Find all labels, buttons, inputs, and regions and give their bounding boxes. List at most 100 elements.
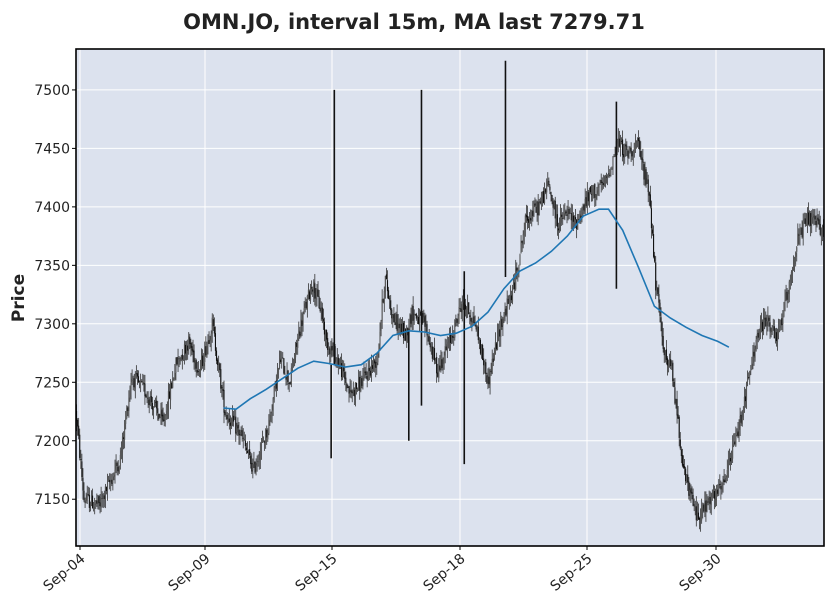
candle-body — [461, 304, 463, 312]
candle-body — [686, 474, 688, 483]
candle-body — [346, 383, 348, 389]
candle-body — [620, 140, 623, 142]
candle-body — [390, 300, 392, 311]
candle-body — [210, 333, 212, 342]
candle-body — [618, 138, 620, 147]
candle-body — [253, 461, 255, 465]
candle-body — [534, 203, 536, 206]
candle-body — [569, 212, 571, 214]
candle-body — [796, 247, 798, 252]
candle-body — [609, 174, 611, 176]
candle-body — [118, 466, 120, 473]
candle-body — [599, 179, 601, 184]
candle-body — [384, 275, 386, 293]
candle-body — [274, 381, 276, 389]
candle-body — [708, 498, 710, 502]
candle-body — [300, 319, 302, 335]
candle-body — [231, 414, 234, 418]
candle-body — [813, 215, 815, 216]
candle-body — [772, 325, 774, 327]
candle-body — [678, 416, 680, 438]
candle-body — [397, 322, 399, 331]
candle-body — [431, 346, 433, 359]
candle-body — [320, 308, 322, 311]
candle-body — [654, 255, 656, 262]
candle-body — [807, 212, 810, 225]
candle-body — [671, 364, 673, 366]
candle-body — [520, 240, 522, 254]
candle-body — [692, 494, 694, 506]
candle-body — [742, 409, 744, 418]
grid-lines — [76, 49, 824, 546]
candle-body — [181, 354, 183, 360]
candle-body — [612, 157, 614, 170]
candle-body — [89, 505, 91, 508]
candle-body — [562, 217, 564, 219]
candle-body — [229, 422, 231, 426]
candle-body — [315, 298, 317, 300]
candle-body — [455, 318, 457, 320]
candle-body — [86, 494, 88, 501]
candle-body — [550, 191, 552, 196]
candle-body — [179, 360, 181, 362]
candle-body — [734, 441, 736, 445]
candle-body — [445, 346, 447, 351]
candle-body — [660, 317, 662, 323]
candle-body — [345, 377, 347, 383]
candle-body — [735, 434, 737, 446]
candle-body — [672, 362, 674, 382]
candle-body — [242, 437, 244, 439]
candle-body — [641, 157, 643, 160]
candle-body — [373, 359, 375, 368]
candle-body — [690, 488, 692, 493]
candle-body — [214, 333, 216, 351]
candle-body — [575, 217, 577, 220]
candle-body — [459, 308, 461, 310]
candle-body — [480, 346, 483, 355]
candle-body — [663, 347, 665, 356]
candle-body — [311, 287, 313, 289]
candle-body — [797, 233, 799, 246]
candle-body — [503, 315, 505, 319]
candle-body — [365, 371, 367, 375]
candle-body — [747, 377, 749, 382]
candle-body — [225, 415, 227, 417]
candle-body — [603, 182, 605, 185]
candle-body — [610, 170, 612, 176]
candle-body — [280, 359, 282, 362]
candle-body — [518, 266, 520, 271]
candle-body — [223, 389, 225, 413]
candle-body — [330, 346, 332, 356]
candle-body — [369, 370, 371, 376]
candle-body — [731, 456, 733, 461]
candle-body — [711, 493, 713, 498]
candle-body — [159, 417, 161, 419]
candle-body — [430, 346, 432, 349]
candle-body — [700, 518, 702, 522]
candle-body — [127, 407, 129, 411]
candle-body — [201, 356, 203, 368]
candle-body — [295, 344, 297, 358]
candle-body — [639, 140, 641, 150]
candle-body — [687, 474, 689, 483]
candle-body — [616, 143, 618, 151]
candle-body — [464, 304, 467, 310]
candle-body — [218, 362, 220, 364]
candle-body — [267, 433, 269, 440]
candle-body — [656, 288, 658, 292]
candle-body — [677, 414, 679, 419]
candle-body — [549, 186, 551, 191]
candle-body — [255, 465, 257, 472]
candle-body — [763, 317, 765, 330]
candle-body — [614, 155, 616, 157]
candle-body — [239, 434, 241, 436]
candle-body — [490, 370, 492, 373]
candle-body — [539, 201, 541, 204]
candle-body — [632, 152, 634, 157]
candle-body — [561, 214, 563, 217]
candle-body — [666, 358, 669, 366]
candle-body — [219, 363, 221, 371]
candle-body — [638, 137, 640, 142]
candle-body — [405, 328, 407, 341]
candle-body — [643, 164, 645, 180]
